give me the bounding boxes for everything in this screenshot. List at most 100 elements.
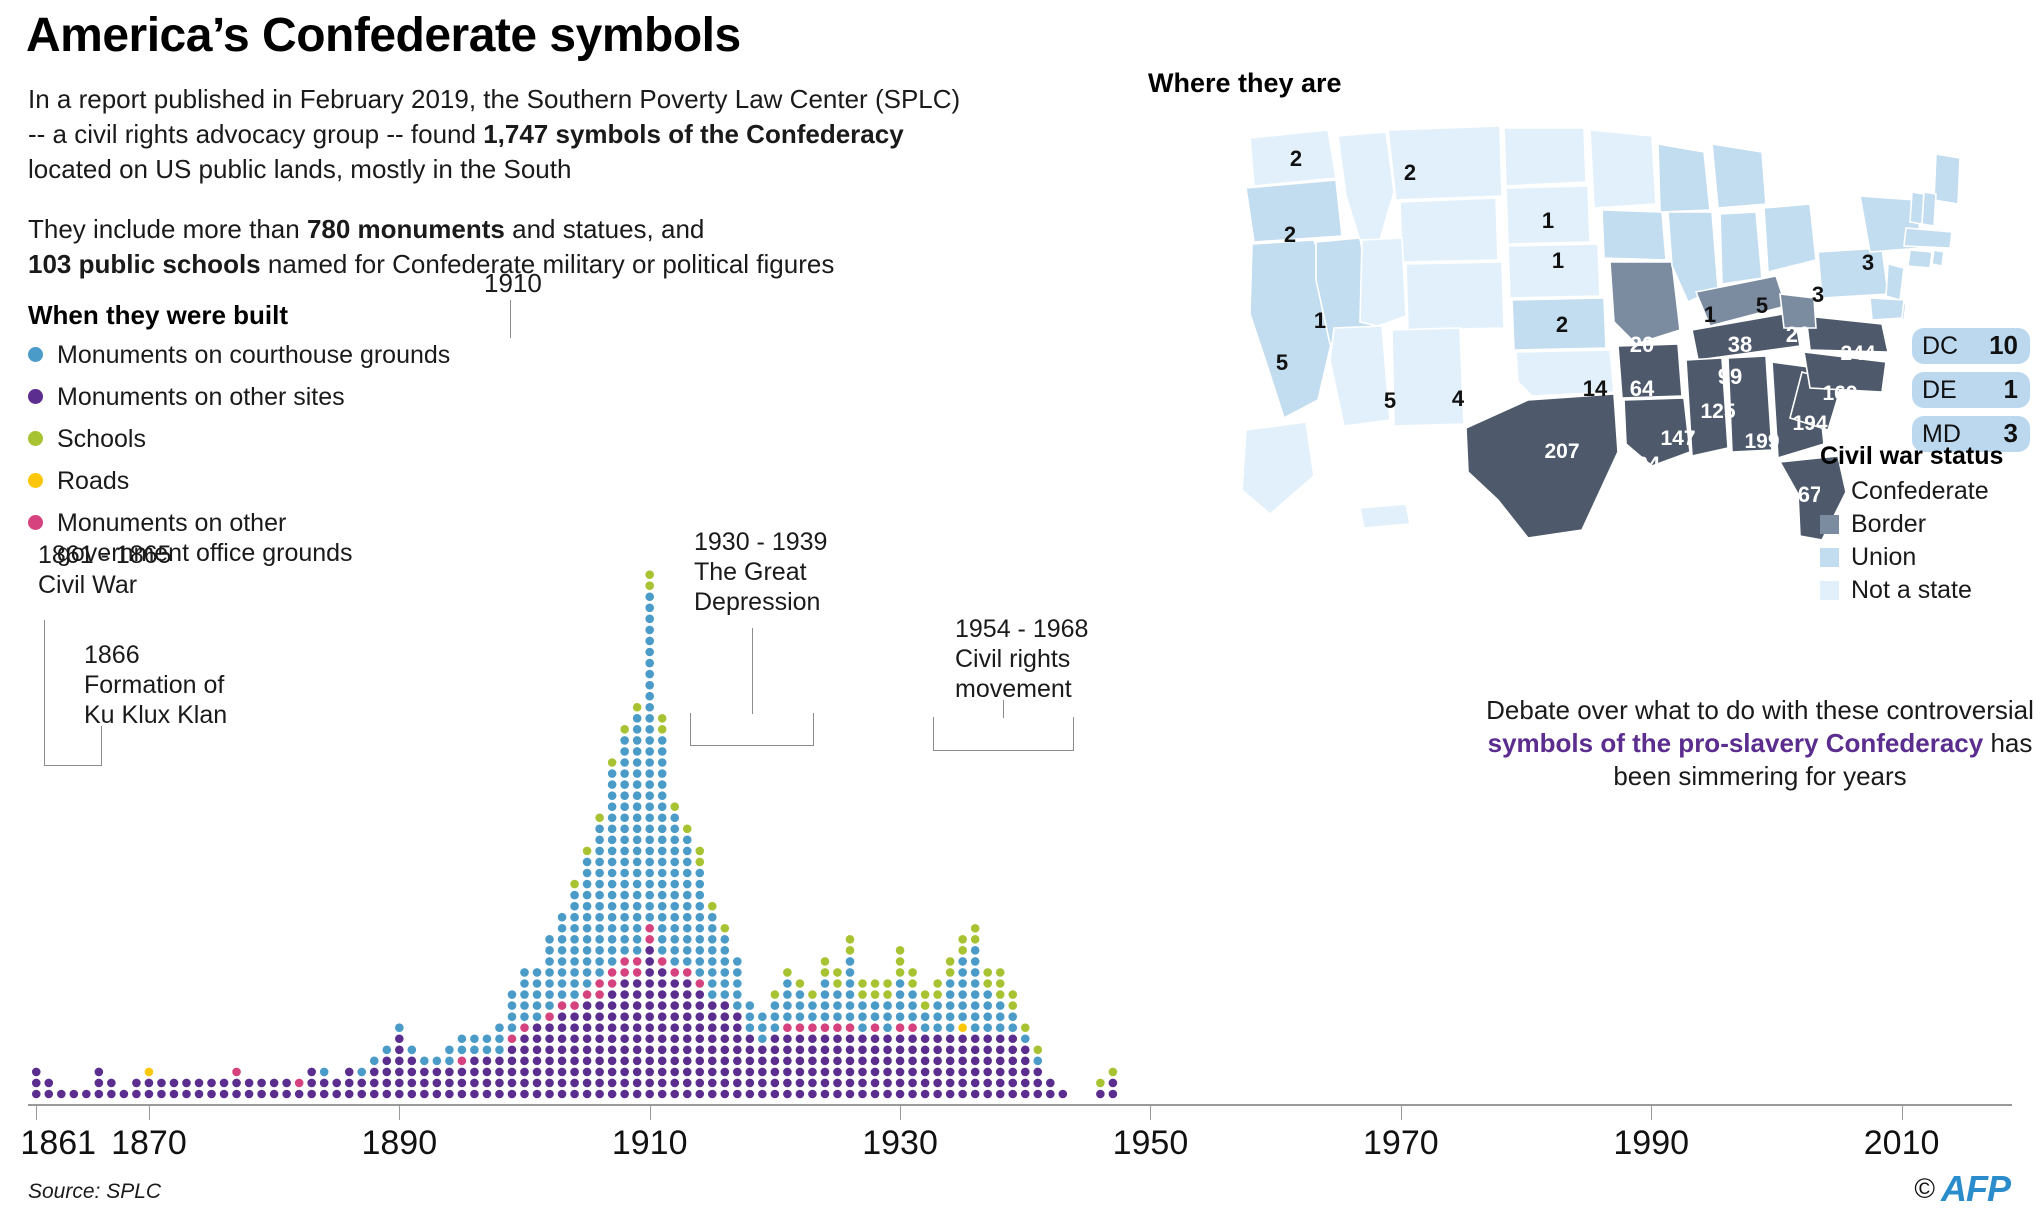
map-state-id[interactable]	[1337, 131, 1395, 241]
cw-legend-item-union[interactable]: Union	[1820, 543, 2040, 572]
dot-courthouse-1908	[620, 846, 629, 856]
dot-courthouse-1910	[645, 592, 654, 602]
dot-other-sites-1864	[69, 1089, 79, 1099]
map-state-wi[interactable]	[1657, 143, 1711, 213]
map-state-ar[interactable]	[1617, 343, 1683, 399]
dot-schools-1933	[933, 990, 942, 999]
dot-courthouse-1909	[632, 802, 642, 811]
map-state-nj[interactable]	[1885, 262, 1905, 302]
dot-other-sites-1912	[670, 1067, 680, 1077]
dot-courthouse-1933	[933, 1023, 942, 1032]
map-state-tx[interactable]	[1465, 393, 1619, 539]
map-state-mo[interactable]	[1609, 261, 1681, 345]
dot-courthouse-1911	[657, 846, 667, 856]
map-state-ms[interactable]	[1685, 357, 1729, 457]
dot-courthouse-1910	[645, 736, 654, 745]
dot-other-sites-1886	[344, 1078, 354, 1088]
dot-gov-office-1900	[520, 1023, 529, 1032]
dot-courthouse-1907	[607, 824, 617, 834]
map-state-ct[interactable]	[1907, 249, 1933, 269]
dot-courthouse-1911	[657, 946, 667, 955]
dot-other-sites-1891	[407, 1067, 417, 1077]
map-state-mt[interactable]	[1387, 125, 1503, 201]
dot-other-sites-1916	[720, 1034, 730, 1044]
map-state-nm[interactable]	[1391, 327, 1465, 427]
dot-courthouse-1914	[695, 879, 705, 889]
dot-schools-1938	[995, 990, 1005, 999]
dot-other-sites-1914	[695, 1023, 705, 1032]
dot-other-sites-1925	[833, 1078, 842, 1088]
map-state-ks[interactable]	[1511, 297, 1607, 351]
dot-courthouse-1938	[995, 1001, 1005, 1010]
map-count-in: 5	[1756, 293, 1768, 318]
map-state-la[interactable]	[1623, 397, 1691, 467]
dot-other-sites-1931	[908, 1034, 917, 1044]
cw-legend-item-confederate[interactable]: Confederate	[1820, 477, 2040, 506]
map-state-mn[interactable]	[1589, 129, 1657, 209]
dot-schools-1911	[657, 725, 667, 734]
dot-other-sites-1869	[132, 1089, 141, 1099]
map-state-me[interactable]	[1933, 153, 1961, 205]
map-state-ne[interactable]	[1507, 243, 1601, 299]
map-state-va[interactable]	[1805, 315, 1889, 353]
map-count-al: 125	[1700, 400, 1735, 423]
map-state-ma[interactable]	[1903, 227, 1953, 249]
legend-item-gov-office[interactable]: Monuments on other government office grou…	[28, 508, 548, 568]
debate-text-a: Debate over what to do with these contro…	[1486, 695, 2034, 725]
legend-item-schools[interactable]: Schools	[28, 424, 548, 454]
dot-courthouse-1911	[657, 901, 667, 911]
dot-courthouse-1908	[620, 935, 629, 944]
map-state-nc[interactable]	[1803, 351, 1887, 393]
dot-schools-1906	[595, 813, 604, 823]
cw-legend-item-border[interactable]: Border	[1820, 510, 2040, 539]
map-state-hi[interactable]	[1359, 503, 1411, 529]
dot-other-sites-1908	[620, 1023, 629, 1032]
dot-courthouse-1908	[620, 857, 629, 867]
legend-item-roads[interactable]: Roads	[28, 466, 548, 496]
map-state-al[interactable]	[1727, 355, 1773, 453]
legend-item-courthouse[interactable]: Monuments on courthouse grounds	[28, 340, 548, 370]
map-state-sd[interactable]	[1505, 185, 1591, 245]
map-state-pa[interactable]	[1817, 247, 1889, 299]
cw-label-confederate: Confederate	[1851, 477, 1989, 505]
dot-other-sites-1889	[382, 1078, 392, 1088]
map-state-wa[interactable]	[1249, 129, 1337, 187]
dot-other-sites-1908	[620, 1089, 629, 1099]
dot-courthouse-1901	[532, 979, 542, 988]
dot-courthouse-1914	[695, 946, 705, 955]
us-map-svg: .s-conf { fill:#4e5a6b; stroke:#ffffff; …	[1241, 125, 1961, 541]
dot-other-sites-1928	[870, 1056, 880, 1066]
map-state-ok[interactable]	[1515, 349, 1615, 397]
dot-other-sites-1933	[933, 1078, 942, 1088]
map-state-oh[interactable]	[1763, 203, 1817, 274]
map-state-wv[interactable]	[1779, 293, 1817, 329]
map-state-ia[interactable]	[1601, 209, 1667, 261]
map-state-md[interactable]	[1869, 297, 1905, 321]
dot-courthouse-1906	[595, 957, 604, 966]
dot-courthouse-1921	[783, 1012, 792, 1021]
dot-courthouse-1903	[557, 946, 567, 955]
dot-other-sites-1920	[770, 1045, 780, 1055]
cw-legend-item-not-a-state[interactable]: Not a state	[1820, 576, 2040, 605]
map-state-nd[interactable]	[1503, 127, 1587, 187]
map-state-mi[interactable]	[1711, 143, 1767, 209]
copyright-icon: ©	[1914, 1173, 1935, 1204]
dot-other-sites-1923	[808, 1089, 817, 1099]
map-state-or[interactable]	[1245, 179, 1343, 243]
map-state-ri[interactable]	[1931, 249, 1945, 267]
map-state-ak[interactable]	[1241, 421, 1315, 516]
legend-item-other-sites[interactable]: Monuments on other sites	[28, 382, 548, 412]
dot-courthouse-1909	[632, 912, 642, 922]
dot-other-sites-1906	[595, 1012, 604, 1021]
map-state-co[interactable]	[1405, 261, 1505, 331]
map-state-in[interactable]	[1719, 211, 1763, 285]
map-state-az[interactable]	[1329, 325, 1391, 427]
map-state-wy[interactable]	[1399, 197, 1499, 263]
dot-other-sites-1899	[507, 1078, 517, 1088]
dot-courthouse-1888	[369, 1056, 379, 1066]
map-state-ut[interactable]	[1359, 237, 1407, 327]
dot-other-sites-1925	[833, 1067, 842, 1077]
map-state-tn[interactable]	[1691, 311, 1801, 361]
map-state-nh[interactable]	[1921, 191, 1937, 227]
dot-courthouse-1909	[632, 835, 642, 845]
